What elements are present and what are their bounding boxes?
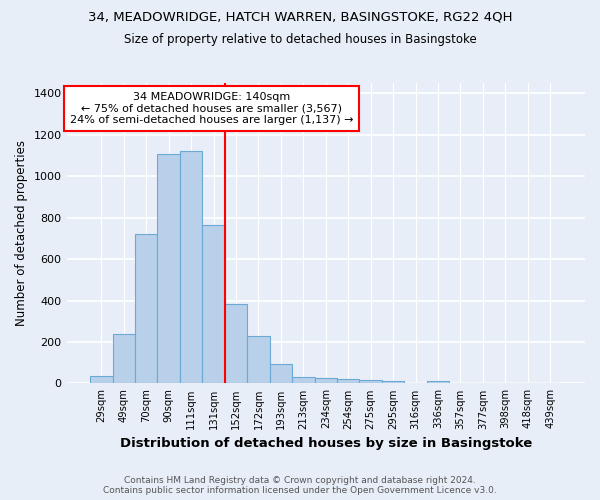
Y-axis label: Number of detached properties: Number of detached properties: [15, 140, 28, 326]
Bar: [269, 364, 292, 384]
Bar: [382, 382, 404, 384]
Bar: [314, 378, 337, 384]
Text: 34 MEADOWRIDGE: 140sqm
← 75% of detached houses are smaller (3,567)
24% of semi-: 34 MEADOWRIDGE: 140sqm ← 75% of detached…: [70, 92, 353, 125]
Bar: [113, 334, 135, 384]
Bar: [427, 382, 449, 384]
Bar: [292, 377, 314, 384]
X-axis label: Distribution of detached houses by size in Basingstoke: Distribution of detached houses by size …: [119, 437, 532, 450]
Bar: [90, 376, 113, 384]
Bar: [157, 154, 180, 384]
Text: Contains HM Land Registry data © Crown copyright and database right 2024.
Contai: Contains HM Land Registry data © Crown c…: [103, 476, 497, 495]
Bar: [247, 336, 269, 384]
Bar: [202, 225, 225, 384]
Bar: [180, 152, 202, 384]
Bar: [135, 234, 157, 384]
Text: Size of property relative to detached houses in Basingstoke: Size of property relative to detached ho…: [124, 32, 476, 46]
Bar: [225, 304, 247, 384]
Bar: [359, 380, 382, 384]
Bar: [337, 380, 359, 384]
Text: 34, MEADOWRIDGE, HATCH WARREN, BASINGSTOKE, RG22 4QH: 34, MEADOWRIDGE, HATCH WARREN, BASINGSTO…: [88, 10, 512, 23]
